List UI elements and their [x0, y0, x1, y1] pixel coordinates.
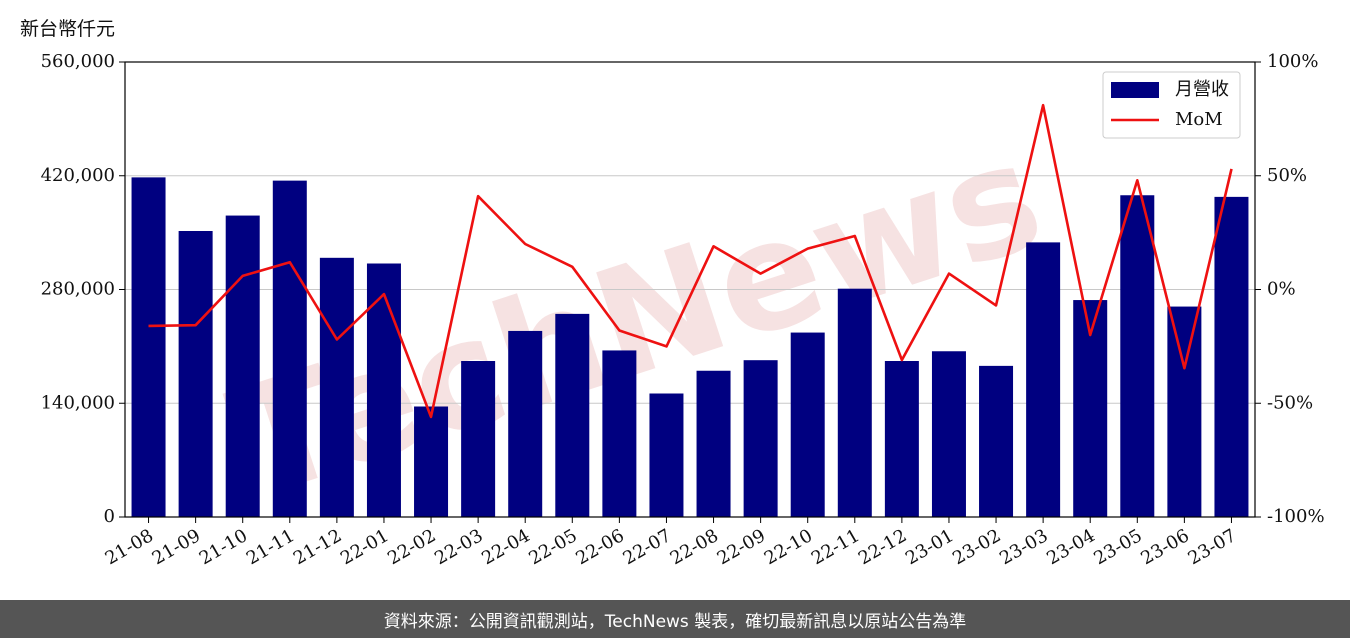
y-right-tick-label: -100% [1267, 506, 1325, 527]
x-tick-label: 23-06 [1137, 525, 1192, 569]
revenue-chart: TechNews 0140,000280,000420,000560,000-1… [41, 51, 1325, 569]
y-left-tick-label: 140,000 [41, 392, 115, 413]
x-tick-label: 21-12 [290, 525, 345, 569]
bar-21-10 [225, 215, 260, 517]
bar-22-05 [555, 313, 590, 517]
x-tick-label: 23-02 [949, 525, 1004, 569]
bar-23-03 [1026, 242, 1061, 517]
x-tick-label: 22-10 [761, 525, 816, 569]
bar-23-01 [931, 351, 966, 517]
y-right-tick-label: 0% [1267, 279, 1296, 300]
y-left-tick-label: 420,000 [41, 165, 115, 186]
bar-22-09 [743, 360, 778, 517]
y-left-tick-label: 280,000 [41, 279, 115, 300]
x-tick-label: 21-08 [102, 525, 157, 569]
bar-21-11 [272, 180, 307, 517]
y-right-tick-label: 50% [1267, 165, 1307, 186]
x-tick-label: 22-11 [808, 525, 863, 569]
x-tick-label: 22-02 [384, 525, 439, 569]
bar-22-03 [461, 361, 496, 517]
mom-series-line [148, 103, 1233, 419]
x-tick-label: 22-07 [620, 525, 675, 569]
x-tick-label: 22-06 [572, 525, 627, 569]
x-tick-label: 23-01 [902, 525, 957, 569]
bar-22-02 [414, 406, 449, 517]
bar-22-07 [649, 393, 684, 517]
bar-22-06 [602, 350, 637, 517]
x-tick-label: 22-01 [337, 525, 392, 569]
grid [125, 175, 1255, 404]
x-tick-label: 21-09 [149, 525, 204, 569]
x-tick-label: 22-08 [667, 525, 722, 569]
bar-22-01 [366, 263, 401, 517]
x-tick-label: 22-03 [431, 525, 486, 569]
bar-22-08 [696, 370, 731, 517]
x-tick-label: 22-12 [855, 525, 910, 569]
x-tick-label: 23-07 [1185, 525, 1240, 569]
y-left-tick-label: 560,000 [41, 51, 115, 72]
bar-22-10 [790, 332, 825, 517]
y-axis-unit-label: 新台幣仟元 [20, 18, 116, 40]
mom-line [148, 103, 1233, 419]
legend-label-mom: MoM [1175, 109, 1223, 130]
bar-23-05 [1120, 195, 1155, 517]
bar-21-12 [319, 257, 354, 517]
y-right-tick-label: -50% [1267, 392, 1313, 413]
x-tick-label: 22-05 [525, 525, 580, 569]
bar-23-06 [1167, 306, 1202, 517]
bar-23-07 [1214, 196, 1249, 517]
x-tick-label: 23-04 [1043, 525, 1098, 569]
x-tick-label: 23-05 [1090, 525, 1145, 569]
x-tick-label: 22-04 [478, 525, 533, 569]
x-tick-label: 21-11 [243, 525, 298, 569]
bar-21-08 [131, 177, 166, 517]
bar-22-11 [837, 288, 872, 517]
bar-22-04 [508, 330, 543, 517]
bar-21-09 [178, 231, 213, 517]
legend: 月營收 MoM [1102, 71, 1241, 139]
y-right-tick-label: 100% [1267, 51, 1318, 72]
x-tick-label: 23-03 [996, 525, 1051, 569]
bar-22-12 [884, 361, 919, 517]
y-left-tick-label: 0 [104, 506, 115, 527]
bar-23-02 [979, 365, 1014, 517]
source-footer: 資料來源：公開資訊觀測站，TechNews 製表，確切最新訊息以原站公告為準 [0, 600, 1350, 638]
legend-label-revenue: 月營收 [1175, 79, 1229, 100]
x-tick-label: 21-10 [196, 525, 251, 569]
x-tick-label: 22-09 [714, 525, 769, 569]
legend-bar-swatch [1111, 82, 1159, 98]
